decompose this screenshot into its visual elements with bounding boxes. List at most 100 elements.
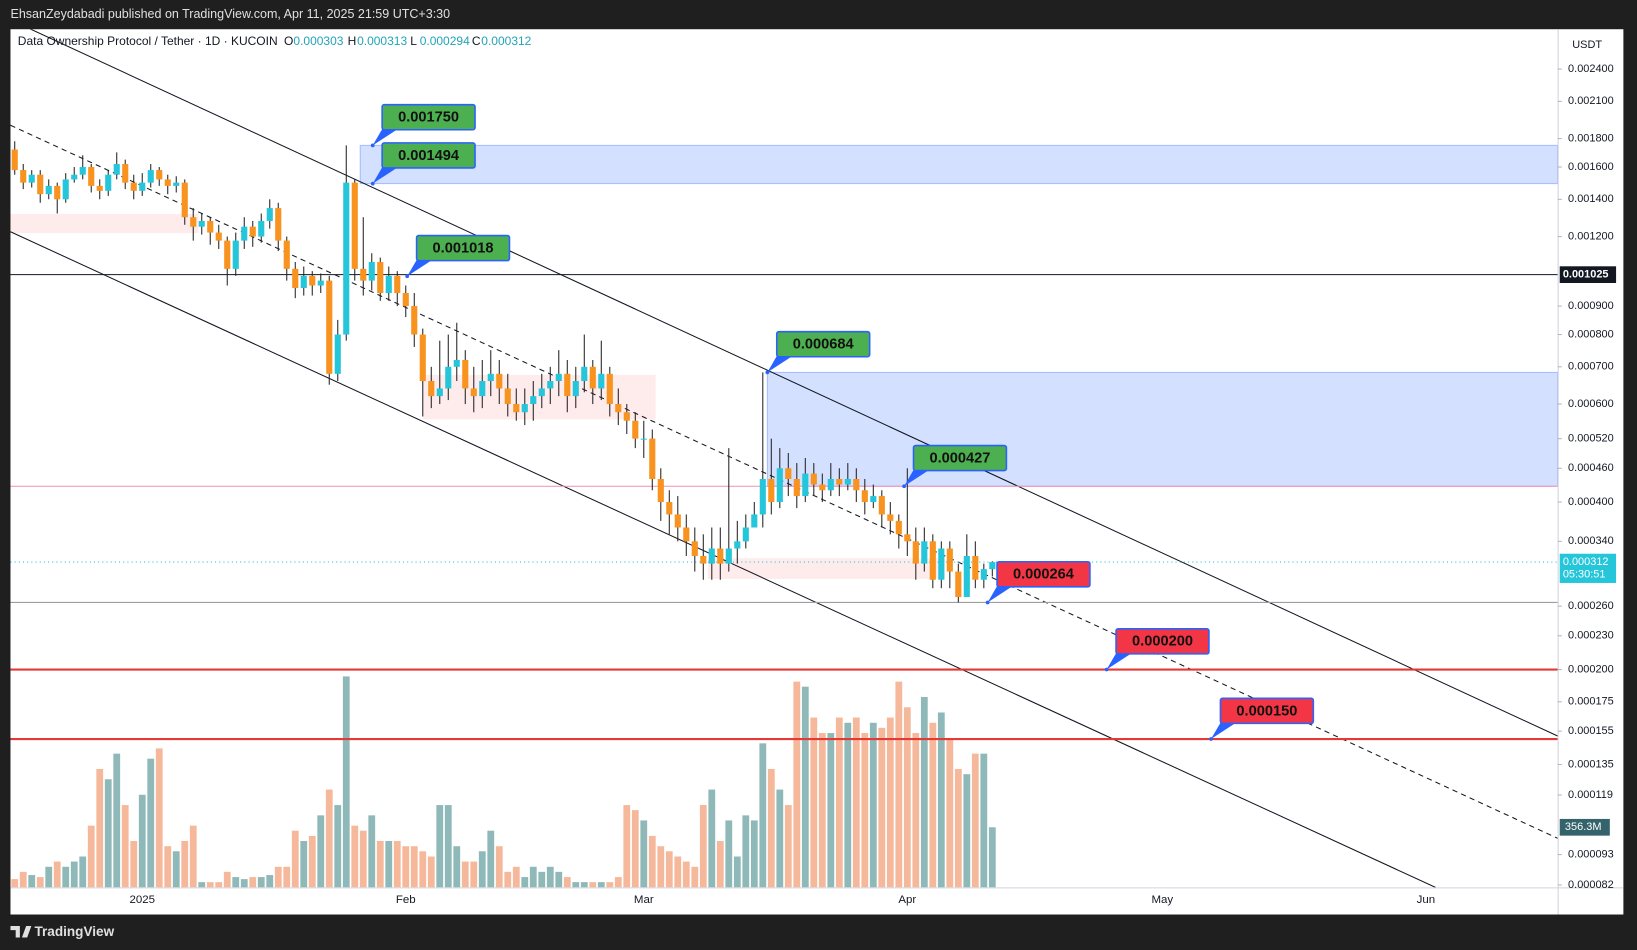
candle-body xyxy=(649,438,656,480)
volume-bar xyxy=(300,840,308,888)
ohlc-key: C xyxy=(472,34,481,48)
candle-body xyxy=(283,240,290,269)
candle-body xyxy=(683,527,690,542)
candle-body xyxy=(28,174,35,183)
callout-box xyxy=(415,234,511,262)
callout-anchor xyxy=(370,181,375,186)
candle-body xyxy=(326,280,333,374)
candle-body xyxy=(190,217,197,227)
volume-bar xyxy=(504,871,512,888)
candle-body xyxy=(504,388,511,405)
volume-bar xyxy=(342,676,350,888)
volume-bar xyxy=(597,882,605,888)
volume-bar xyxy=(665,851,673,888)
candle-body xyxy=(428,381,435,397)
plot-area: 0.001750 0.001494 0.001018 0.000684 0.000427… xyxy=(10,29,1558,888)
candles-layer xyxy=(11,141,996,603)
candle-body xyxy=(309,275,316,286)
callout-anchor xyxy=(765,370,770,375)
candle-body xyxy=(113,164,120,175)
candle-body xyxy=(96,185,103,191)
volume-bar xyxy=(215,882,223,888)
ohlc-value: 0.000313 xyxy=(357,34,407,48)
volume-bar xyxy=(232,877,240,888)
volume-bar xyxy=(852,717,860,888)
candle-body xyxy=(215,232,222,241)
volume-bar xyxy=(563,877,571,888)
volume-bar xyxy=(291,830,299,888)
volume-bar xyxy=(402,846,410,888)
candle-body xyxy=(810,473,817,485)
x-tick-label: May xyxy=(1151,894,1173,906)
y-tick-label: 0.002100 xyxy=(1568,95,1614,107)
volume-bar xyxy=(317,815,325,888)
volume-bar xyxy=(453,846,461,888)
volume-bar xyxy=(878,727,886,888)
header-text: EhsanZeydabadi published on TradingView.… xyxy=(10,7,450,21)
candle-body xyxy=(181,182,188,218)
volume-bar xyxy=(691,866,699,888)
volume-bar xyxy=(674,856,682,888)
candle-body xyxy=(819,484,826,491)
volume-bar xyxy=(206,882,214,888)
candle-body xyxy=(657,479,664,503)
volume-bar xyxy=(53,861,61,888)
candle-body xyxy=(776,468,783,503)
y-tick-label: 0.000135 xyxy=(1568,758,1614,770)
callout-anchor xyxy=(902,484,906,489)
candle-body xyxy=(963,555,970,598)
volume-bar xyxy=(750,820,758,888)
volume-bar xyxy=(172,851,180,888)
candle-body xyxy=(538,388,545,397)
currency: USDT xyxy=(1572,39,1602,51)
volume-bar xyxy=(70,861,78,888)
candle-body xyxy=(555,373,562,382)
volume-bar xyxy=(325,789,333,888)
candle-body xyxy=(343,182,350,335)
candle-body xyxy=(632,420,639,439)
price-label-bg xyxy=(1559,553,1617,583)
candle-body xyxy=(955,571,962,598)
candle-body xyxy=(445,366,452,389)
symbol: Data Ownership Protocol / Tether · 1D · … xyxy=(18,34,278,48)
candle-body xyxy=(487,373,494,382)
candle-body xyxy=(887,514,894,521)
y-tick-label: 0.000175 xyxy=(1568,696,1614,708)
candle-body xyxy=(266,208,273,221)
volume-bar xyxy=(793,681,801,888)
candle-body xyxy=(334,334,341,374)
candle-body xyxy=(921,541,928,564)
volume-bar xyxy=(19,871,27,888)
volume-bar xyxy=(963,774,971,888)
candle-body xyxy=(377,262,384,294)
y-tick-label: 0.000800 xyxy=(1568,328,1614,340)
volume-bar xyxy=(861,733,869,888)
supply-zone xyxy=(422,374,656,420)
y-tick-label: 0.000260 xyxy=(1568,600,1614,612)
volume-bar xyxy=(28,875,36,888)
volume-bar xyxy=(419,851,427,888)
candle-body xyxy=(623,412,630,421)
volume-bar xyxy=(546,866,554,888)
candle-body xyxy=(980,569,987,580)
volume-bar xyxy=(189,825,197,888)
volume-bar xyxy=(606,882,614,888)
volume-bar xyxy=(946,738,954,888)
candle-body xyxy=(258,220,265,237)
volume-bar xyxy=(572,882,580,888)
candle-body xyxy=(292,268,299,288)
candle-body xyxy=(45,185,52,195)
candle-body xyxy=(88,167,95,186)
y-tick-label: 0.000340 xyxy=(1568,535,1614,547)
candle-body xyxy=(207,220,214,233)
candle-body xyxy=(742,527,749,542)
callout-box xyxy=(912,444,1008,472)
candle-body xyxy=(164,179,171,186)
candle-body xyxy=(793,479,800,497)
candle-body xyxy=(351,182,358,269)
candle-body xyxy=(606,373,613,405)
volume-bar xyxy=(427,856,435,888)
y-tick-label: 0.000093 xyxy=(1568,848,1614,860)
callout-box xyxy=(775,330,871,358)
